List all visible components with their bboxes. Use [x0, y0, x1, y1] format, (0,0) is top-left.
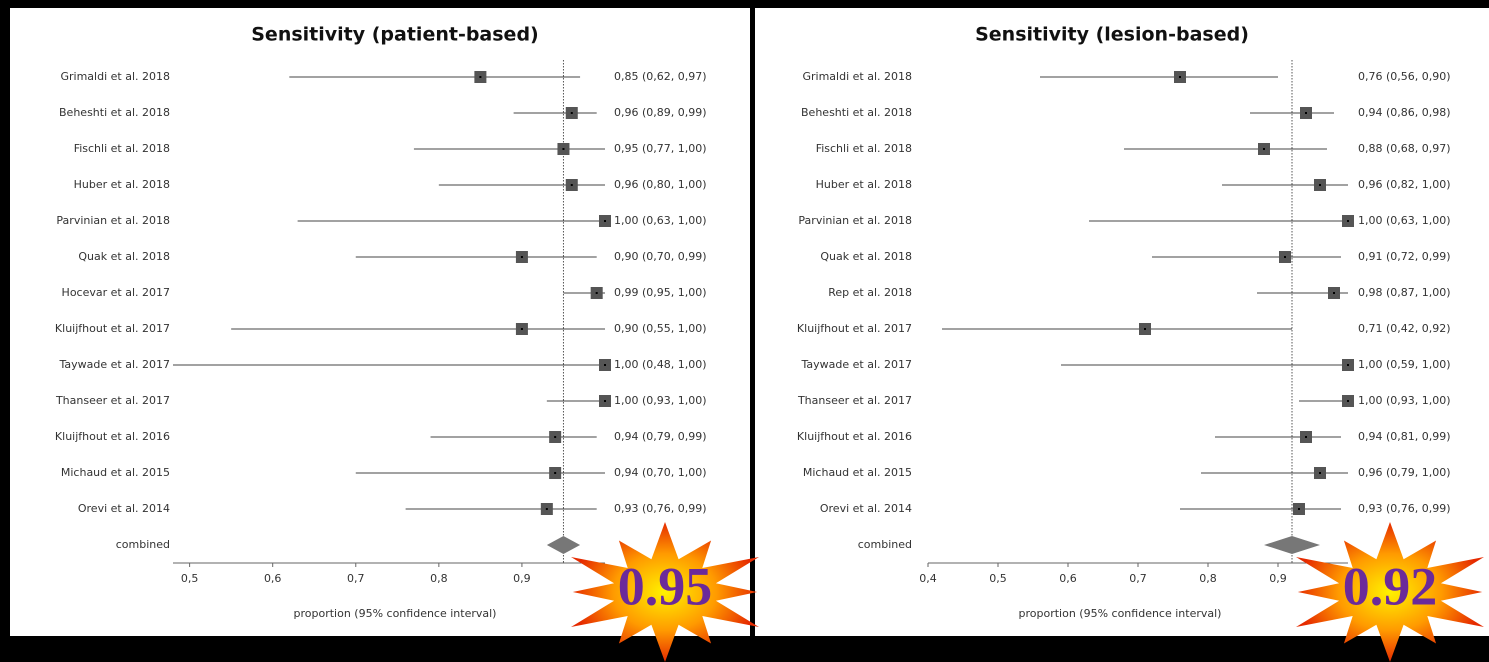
- x-tick-label: 0,7: [1129, 572, 1147, 585]
- value-label: 0,93 (0,76, 0,99): [614, 502, 707, 515]
- estimate-dot: [546, 508, 548, 510]
- study-name: combined: [858, 538, 912, 551]
- value-label: 0,95 (0,77, 1,00): [614, 142, 707, 155]
- x-tick-label: 0,5: [989, 572, 1007, 585]
- estimate-dot: [1305, 112, 1307, 114]
- study-name: Thanseer et al. 2017: [55, 394, 170, 407]
- value-label: 1,00 (0,59, 1,00): [1358, 358, 1451, 371]
- value-label: 0,94 (0,79, 0,99): [614, 430, 707, 443]
- x-axis-label: proportion (95% confidence interval): [294, 607, 497, 620]
- value-label: 1,00 (0,93, 1,00): [1358, 394, 1451, 407]
- value-label: 0,96 (0,82, 1,00): [1358, 178, 1451, 191]
- chart-title: Sensitivity (lesion-based): [975, 24, 1249, 46]
- estimate-dot: [1263, 148, 1265, 150]
- study-name: Fischli et al. 2018: [816, 142, 912, 155]
- estimate-dot: [554, 436, 556, 438]
- annotation: 0.95: [618, 556, 713, 616]
- value-label: 0,90 (0,70, 0,99): [614, 250, 707, 263]
- study-name: Kluijfhout et al. 2017: [55, 322, 170, 335]
- value-label: 0,94 (0,86, 0,98): [1358, 106, 1451, 119]
- x-tick-label: 0,9: [513, 572, 531, 585]
- estimate-dot: [571, 112, 573, 114]
- value-label: 1,00 (0,93, 1,00): [614, 394, 707, 407]
- x-tick-label: 0,4: [919, 572, 937, 585]
- annotation: 0.92: [1343, 556, 1438, 616]
- estimate-dot: [1179, 76, 1181, 78]
- estimate-dot: [571, 184, 573, 186]
- study-name: Huber et al. 2018: [74, 178, 170, 191]
- study-name: Hocevar et al. 2017: [62, 286, 170, 299]
- value-label: 0,90 (0,55, 1,00): [614, 322, 707, 335]
- estimate-dot: [1144, 328, 1146, 330]
- value-label: 0,76 (0,56, 0,90): [1358, 70, 1451, 83]
- estimate-dot: [562, 148, 564, 150]
- study-name: Kluijfhout et al. 2016: [797, 430, 912, 443]
- x-tick-label: 0,5: [181, 572, 199, 585]
- study-name: Quak et al. 2018: [820, 250, 912, 263]
- x-tick-label: 0,7: [347, 572, 365, 585]
- value-label: 1,00 (0,63, 1,00): [1358, 214, 1451, 227]
- estimate-dot: [521, 328, 523, 330]
- value-label: 0,93 (0,76, 0,99): [1358, 502, 1451, 515]
- study-name: Grimaldi et al. 2018: [802, 70, 912, 83]
- study-name: combined: [116, 538, 170, 551]
- x-tick-label: 0,8: [1199, 572, 1217, 585]
- value-label: 0,94 (0,70, 1,00): [614, 466, 707, 479]
- study-name: Quak et al. 2018: [78, 250, 170, 263]
- estimate-dot: [1347, 364, 1349, 366]
- estimate-dot: [554, 472, 556, 474]
- study-name: Taywade et al. 2017: [801, 358, 913, 371]
- study-name: Thanseer et al. 2017: [797, 394, 912, 407]
- value-label: 0,96 (0,79, 1,00): [1358, 466, 1451, 479]
- value-label: 0,98 (0,87, 1,00): [1358, 286, 1451, 299]
- estimate-dot: [604, 400, 606, 402]
- value-label: 0,85 (0,62, 0,97): [614, 70, 707, 83]
- study-name: Orevi et al. 2014: [78, 502, 170, 515]
- estimate-dot: [1284, 256, 1286, 258]
- value-label: 0,99 (0,95, 1,00): [614, 286, 707, 299]
- estimate-dot: [1319, 472, 1321, 474]
- value-label: 1,00 (0,63, 1,00): [614, 214, 707, 227]
- study-name: Parvinian et al. 2018: [798, 214, 912, 227]
- estimate-dot: [1298, 508, 1300, 510]
- study-name: Fischli et al. 2018: [74, 142, 170, 155]
- study-name: Rep et al. 2018: [828, 286, 912, 299]
- value-label: 1,00 (0,48, 1,00): [614, 358, 707, 371]
- value-label: 0,96 (0,80, 1,00): [614, 178, 707, 191]
- study-name: Michaud et al. 2015: [803, 466, 912, 479]
- x-tick-label: 0,6: [264, 572, 282, 585]
- x-tick-label: 0,9: [1269, 572, 1287, 585]
- x-axis-label: proportion (95% confidence interval): [1019, 607, 1222, 620]
- estimate-dot: [1347, 220, 1349, 222]
- value-label: 0,71 (0,42, 0,92): [1358, 322, 1451, 335]
- value-label: 0,88 (0,68, 0,97): [1358, 142, 1451, 155]
- study-name: Taywade et al. 2017: [59, 358, 171, 371]
- study-name: Kluijfhout et al. 2016: [55, 430, 170, 443]
- value-label: 0,96 (0,89, 0,99): [614, 106, 707, 119]
- page: Sensitivity (patient-based) Grimaldi et a…: [0, 0, 1489, 662]
- study-name: Orevi et al. 2014: [820, 502, 912, 515]
- study-name: Beheshti et al. 2018: [801, 106, 912, 119]
- chart-title: Sensitivity (patient-based): [251, 24, 538, 46]
- estimate-dot: [521, 256, 523, 258]
- study-name: Beheshti et al. 2018: [59, 106, 170, 119]
- x-tick-label: 0,6: [1059, 572, 1077, 585]
- estimate-dot: [596, 292, 598, 294]
- estimate-dot: [1305, 436, 1307, 438]
- estimate-dot: [1333, 292, 1335, 294]
- study-name: Huber et al. 2018: [816, 178, 912, 191]
- study-name: Kluijfhout et al. 2017: [797, 322, 912, 335]
- estimate-dot: [479, 76, 481, 78]
- study-name: Grimaldi et al. 2018: [60, 70, 170, 83]
- study-name: Parvinian et al. 2018: [56, 214, 170, 227]
- study-name: Michaud et al. 2015: [61, 466, 170, 479]
- x-tick-label: 0,8: [430, 572, 448, 585]
- estimate-dot: [1319, 184, 1321, 186]
- estimate-dot: [604, 364, 606, 366]
- value-label: 0,94 (0,81, 0,99): [1358, 430, 1451, 443]
- value-label: 0,91 (0,72, 0,99): [1358, 250, 1451, 263]
- estimate-dot: [604, 220, 606, 222]
- estimate-dot: [1347, 400, 1349, 402]
